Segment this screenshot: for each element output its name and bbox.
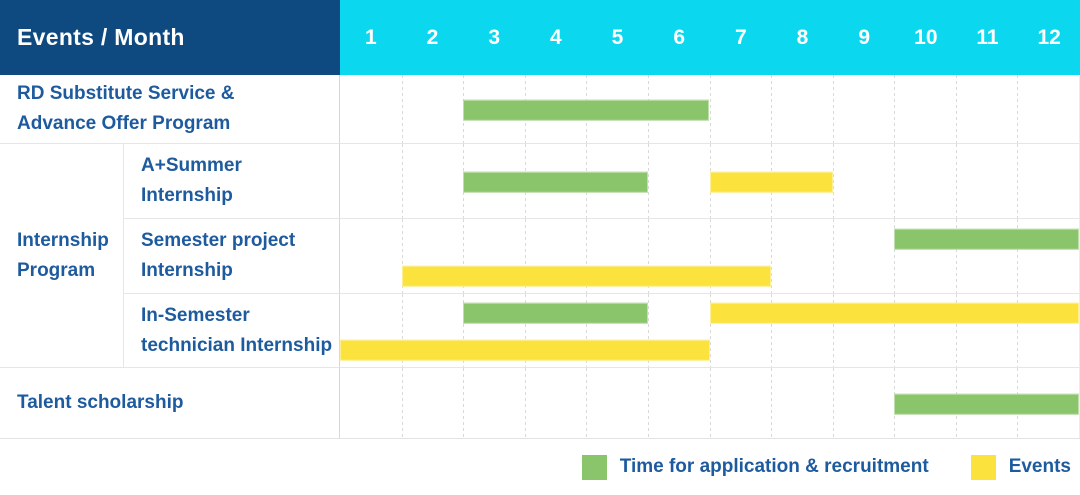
timeline-track <box>340 144 1079 218</box>
group-label-line: Internship <box>17 229 109 251</box>
timeline-track <box>340 331 1079 368</box>
application-period-bar <box>894 228 1079 250</box>
month-label: 4 <box>549 25 562 49</box>
event-period-bar <box>340 339 710 361</box>
row-label-line: In-Semester <box>141 304 250 326</box>
row-label-semester-project-internship: Semester project Internship <box>124 219 340 294</box>
month-label: 1 <box>364 25 377 49</box>
group-label-internship-program: Internship Program <box>0 144 124 368</box>
legend-label: Events <box>1008 456 1071 477</box>
application-period-bar <box>894 393 1079 415</box>
row-label-line: Internship <box>141 185 233 206</box>
month-label: 12 <box>1037 25 1061 49</box>
table-body: RD Substitute Service & Advance Offer Pr… <box>0 75 1080 439</box>
month-label: 5 <box>611 25 624 49</box>
group-label-line: Program <box>17 259 96 281</box>
application-period-bar <box>463 303 648 325</box>
month-label: 7 <box>734 25 747 49</box>
month-label: 3 <box>488 25 500 49</box>
legend: Time for application & recruitment Event… <box>0 439 1080 495</box>
timeline-track <box>340 75 1079 143</box>
timeline-track <box>340 256 1079 293</box>
row-label-line: technician Internship <box>141 334 333 356</box>
legend-label: Time for application & recruitment <box>619 456 929 477</box>
row-label-line: Semester project <box>141 230 296 251</box>
application-period-bar <box>463 99 710 121</box>
application-period-bar <box>463 171 648 193</box>
events-month-header-cell: Events / Month <box>0 0 340 75</box>
month-label: 2 <box>426 25 439 49</box>
timeline-row-a-summer <box>340 144 1080 219</box>
month-header-row: 1 2 3 4 5 6 7 8 9 10 11 12 <box>340 0 1080 75</box>
timeline-row-semester-project <box>340 219 1080 294</box>
legend-item-application: Time for application & recruitment <box>581 454 929 480</box>
timeline-track <box>340 368 1079 438</box>
timeline-row-in-semester <box>340 294 1080 368</box>
row-label-line: Advance Offer Program <box>17 113 231 134</box>
event-period-bar <box>709 171 833 193</box>
row-label-line: Internship <box>141 260 233 281</box>
timeline-track <box>340 219 1079 256</box>
timeline-row-talent <box>340 368 1080 438</box>
row-label-a-summer-internship: A+Summer Internship <box>124 144 340 219</box>
table-title: Events / Month <box>17 24 185 50</box>
row-label-line: Talent scholarship <box>17 392 184 413</box>
month-label: 6 <box>673 25 685 49</box>
green-swatch-icon <box>581 454 607 480</box>
table-header: Events / Month 1 2 3 4 5 6 7 8 9 10 11 12 <box>0 0 1080 75</box>
yellow-swatch-icon <box>970 454 996 480</box>
timeline-row-rd-substitute <box>340 75 1080 144</box>
row-label-line: RD Substitute Service & <box>17 83 235 104</box>
row-label-talent-scholarship: Talent scholarship <box>0 368 340 438</box>
event-period-bar <box>401 265 772 287</box>
event-period-bar <box>709 303 1079 325</box>
legend-item-events: Events <box>970 454 1071 480</box>
month-label: 9 <box>858 25 870 49</box>
month-label: 8 <box>796 25 809 49</box>
row-label-line: A+Summer <box>141 155 242 176</box>
row-label-in-semester-technician-internship: In-Semester technician Internship <box>124 294 340 368</box>
month-label: 11 <box>976 25 999 49</box>
timeline-track <box>340 294 1079 331</box>
row-label-rd-substitute: RD Substitute Service & Advance Offer Pr… <box>0 75 340 144</box>
month-label: 10 <box>914 25 938 49</box>
